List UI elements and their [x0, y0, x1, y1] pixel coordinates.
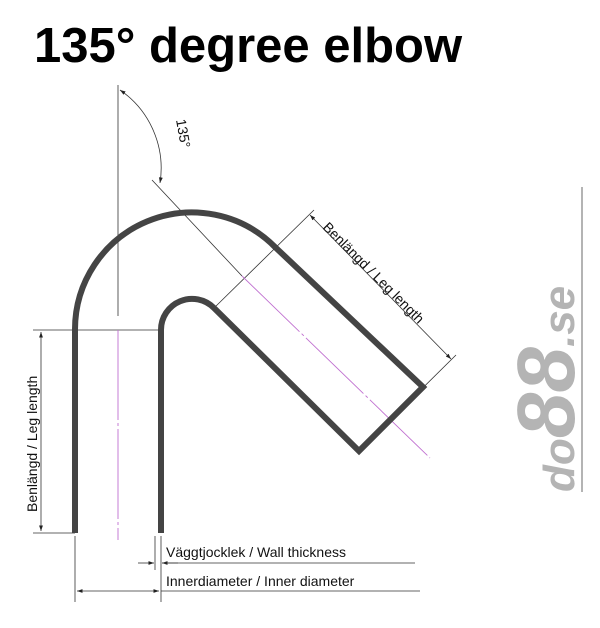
diagonal-centerline: [241, 275, 431, 459]
inner-diameter-label: Innerdiameter / Inner diameter: [166, 573, 355, 589]
angle-label: 135°: [173, 118, 194, 149]
do88-logo: do88.se: [501, 187, 592, 492]
diagonal-leg-length-label: Benlängd / Leg length: [320, 219, 428, 327]
wall-thickness-label: Väggtjocklek / Wall thickness: [166, 544, 346, 560]
angle-arc: [119, 89, 163, 184]
left-leg-length-label: Benlängd / Leg length: [24, 376, 40, 512]
centerlines: [117, 275, 431, 540]
page-title: 135° degree elbow: [34, 19, 463, 73]
diag-extension-top: [213, 209, 315, 309]
logo-text: do88.se: [501, 286, 592, 492]
diagonal-reference-line: [151, 179, 243, 277]
diagonal-leg-dimension: [309, 214, 452, 360]
dimension-lines: [33, 85, 457, 602]
elbow-pipe: [71, 209, 428, 533]
